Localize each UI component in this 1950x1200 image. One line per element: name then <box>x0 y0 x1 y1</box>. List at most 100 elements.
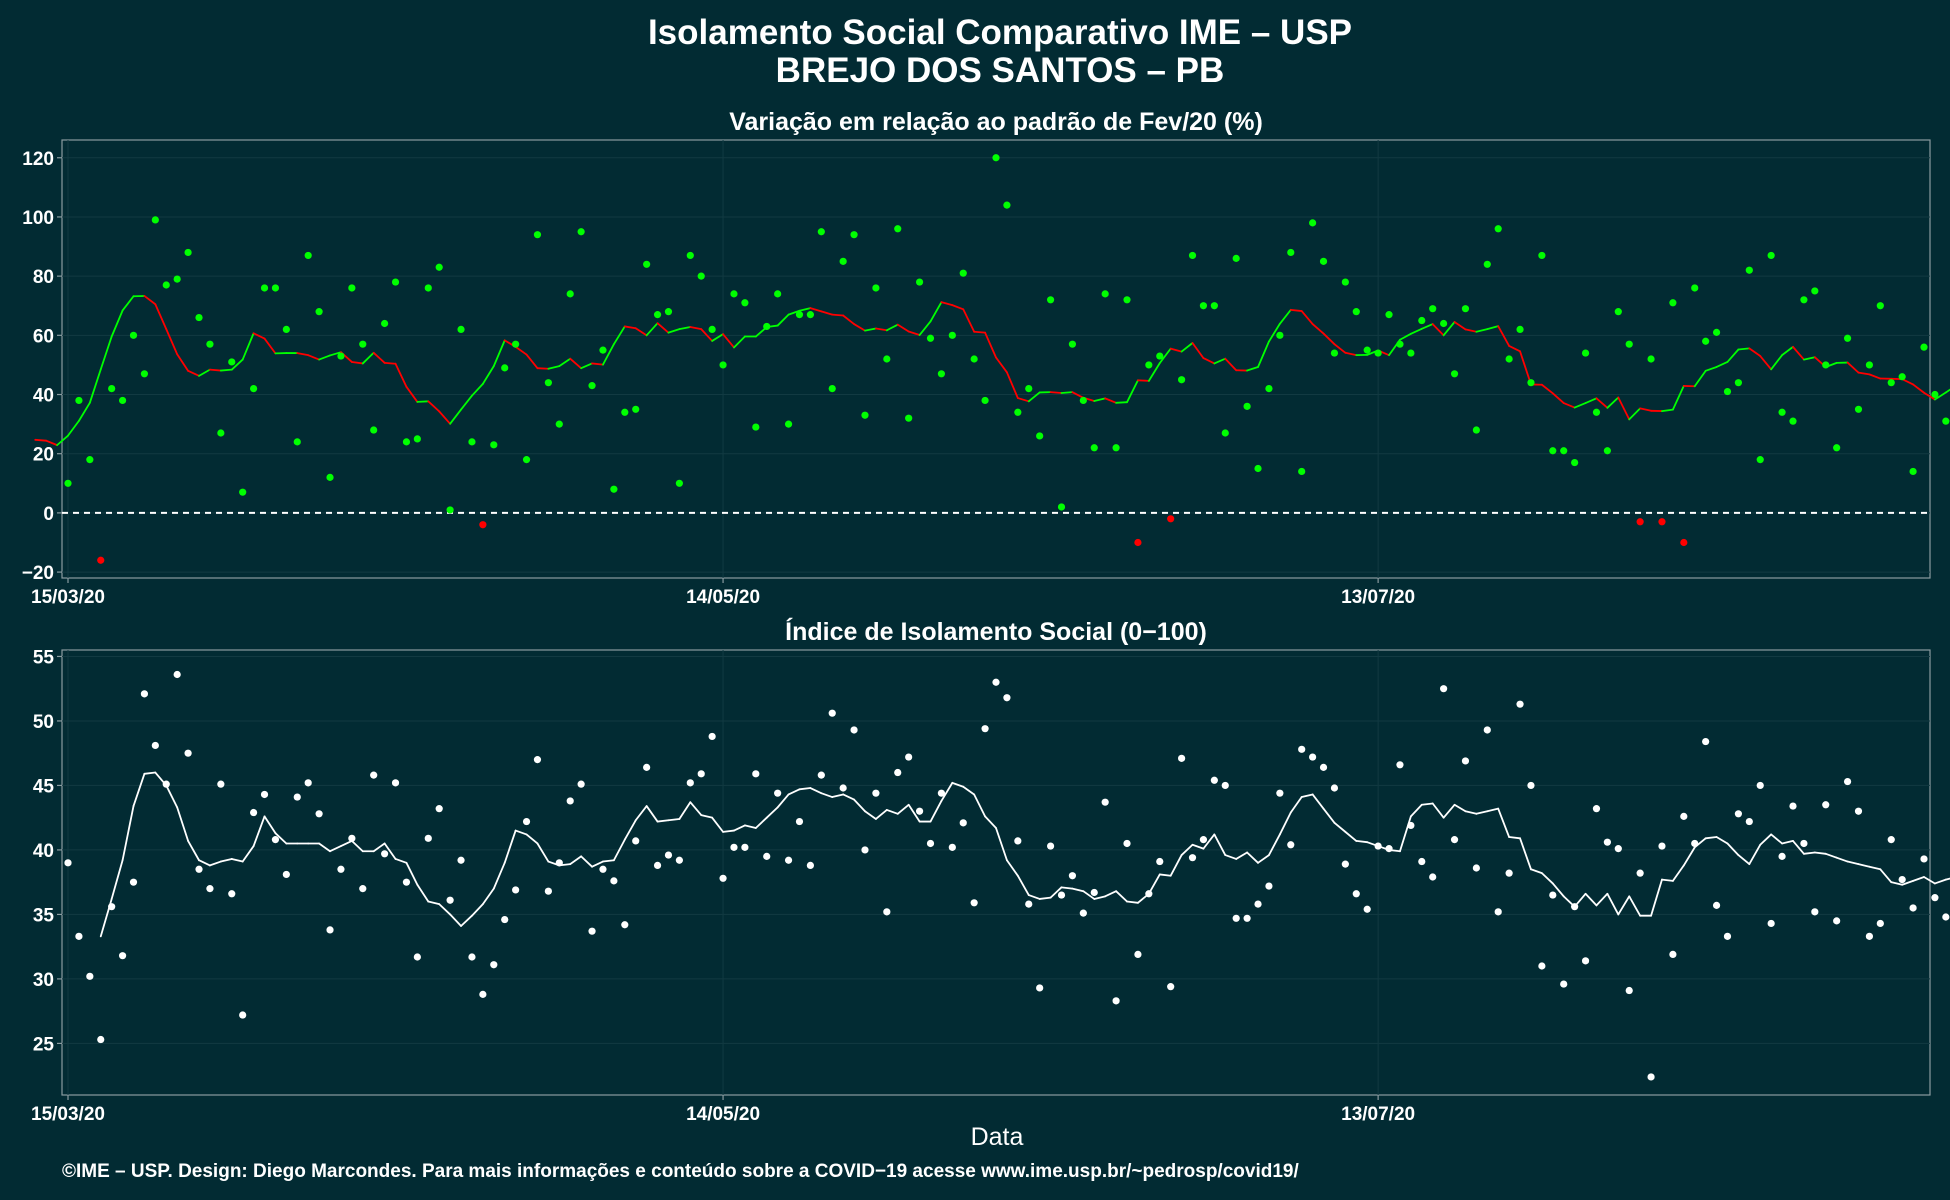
variation-data-point <box>566 290 574 298</box>
variation-data-point <box>1265 384 1273 393</box>
index-moving-average-segment <box>1508 836 1521 840</box>
index-data-point <box>1527 781 1535 790</box>
index-data-point <box>599 865 607 873</box>
variation-moving-average-segment <box>56 434 69 447</box>
index-data-point <box>544 887 552 895</box>
variation-data-point <box>1505 355 1513 363</box>
index-data-point <box>118 952 127 960</box>
variation-moving-average-segment <box>831 313 845 317</box>
index-moving-average-segment <box>427 900 441 906</box>
variation-moving-average-segment <box>1944 388 1950 394</box>
variation-moving-average-segment <box>1562 402 1576 409</box>
variation-data-point <box>1167 515 1175 523</box>
index-moving-average-segment <box>1551 882 1565 898</box>
index-data-point <box>937 789 946 797</box>
variation-moving-average-segment <box>307 354 321 361</box>
index-moving-average-segment <box>787 788 801 796</box>
variation-moving-average-segment <box>241 332 255 361</box>
index-moving-average-segment <box>831 793 845 798</box>
variation-data-point <box>260 284 269 292</box>
index-moving-average-segment <box>176 806 189 842</box>
variation-moving-average-segment <box>1934 391 1947 401</box>
variation-y-tick-label: −20 <box>22 563 54 584</box>
variation-data-point <box>326 473 334 481</box>
variation-moving-average-segment <box>78 401 91 422</box>
variation-data-point <box>512 340 520 348</box>
variation-data-point <box>872 284 880 292</box>
index-moving-average-segment <box>471 903 484 917</box>
index-data-point <box>894 768 902 777</box>
variation-data-point <box>1865 361 1874 369</box>
variation-moving-average-segment <box>296 352 310 357</box>
variation-data-point <box>479 521 487 529</box>
variation-moving-average-segment <box>1726 348 1740 363</box>
index-data-point <box>533 756 542 764</box>
index-moving-average-segment <box>656 819 670 823</box>
variation-moving-average-segment <box>481 365 495 385</box>
index-moving-average-segment <box>1606 892 1620 916</box>
variation-y-tick-label: 40 <box>33 386 54 407</box>
index-moving-average-segment <box>394 858 408 864</box>
index-data-point <box>1178 754 1186 762</box>
variation-data-point <box>457 325 465 334</box>
variation-moving-average-segment <box>67 419 80 437</box>
index-moving-average-segment <box>1464 810 1478 815</box>
variation-moving-average-segment <box>1715 361 1729 368</box>
index-data-point <box>468 953 476 961</box>
index-moving-average-segment <box>722 829 735 833</box>
index-moving-average-segment <box>383 842 397 860</box>
variation-moving-average-segment <box>394 362 408 388</box>
index-data-point <box>1854 807 1863 815</box>
variation-data-point <box>337 352 345 360</box>
index-data-point <box>1734 810 1742 818</box>
variation-data-point <box>828 384 836 393</box>
variation-moving-average-segment <box>99 335 113 371</box>
variation-moving-average-segment <box>383 361 397 365</box>
variation-moving-average-segment <box>1770 354 1783 371</box>
index-moving-average-segment <box>1355 839 1369 844</box>
variation-moving-average-segment <box>1857 371 1871 376</box>
index-data-point <box>1505 869 1513 877</box>
index-moving-average-segment <box>1224 854 1238 860</box>
index-y-tick-label: 45 <box>33 776 55 797</box>
index-moving-average-segment <box>121 805 135 862</box>
index-moving-average-segment <box>1759 833 1773 846</box>
index-data-point <box>1538 962 1546 970</box>
variation-moving-average-segment <box>1617 396 1631 421</box>
index-moving-average-segment <box>569 855 583 866</box>
variation-moving-average-segment <box>700 328 714 342</box>
index-moving-average-segment <box>1781 839 1794 845</box>
index-data-point <box>424 834 432 842</box>
index-data-point <box>479 990 487 998</box>
variation-moving-average-segment <box>1923 391 1936 401</box>
variation-data-point <box>1560 447 1568 455</box>
variation-data-point <box>763 322 771 331</box>
index-data-point <box>413 953 421 961</box>
index-moving-average-segment <box>252 815 266 847</box>
index-data-point <box>1887 836 1895 844</box>
index-data-point <box>1876 919 1884 928</box>
index-data-point <box>653 861 662 870</box>
index-data-point <box>1057 891 1066 899</box>
index-moving-average-segment <box>492 861 506 890</box>
variation-data-point <box>1789 417 1797 425</box>
variation-moving-average-line <box>34 295 1950 447</box>
index-data-point <box>1101 798 1109 806</box>
variation-data-point <box>64 479 72 487</box>
variation-moving-average-segment <box>1748 347 1762 357</box>
variation-moving-average-segment <box>1661 408 1674 412</box>
index-data-point <box>97 1035 105 1044</box>
index-x-tick-label: 15/03/20 <box>31 1104 105 1125</box>
variation-moving-average-segment <box>219 368 233 372</box>
variation-moving-average-segment <box>361 351 375 365</box>
index-data-point <box>522 817 531 826</box>
variation-data-point <box>1090 444 1098 452</box>
index-moving-average-segment <box>798 787 812 791</box>
variation-moving-average-segment <box>1257 340 1270 368</box>
index-data-point <box>675 856 683 864</box>
variation-moving-average-segment <box>798 307 812 312</box>
index-data-point <box>304 779 312 787</box>
variation-data-point <box>1243 402 1251 410</box>
index-moving-average-segment <box>1038 896 1052 900</box>
index-moving-average-segment <box>329 845 342 853</box>
